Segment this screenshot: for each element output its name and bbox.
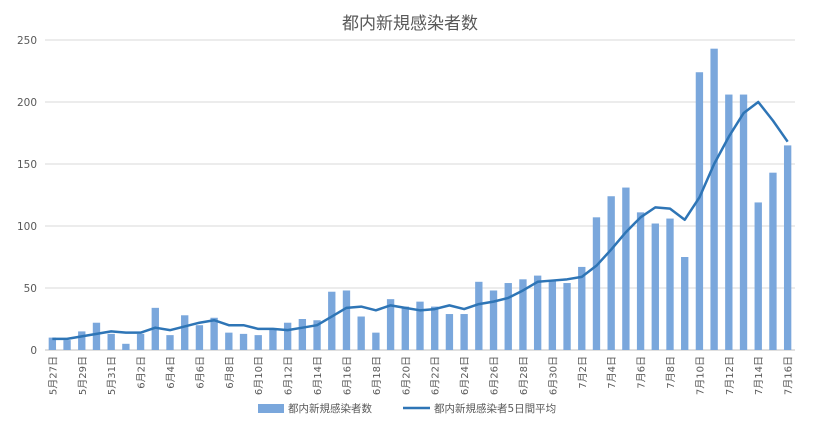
bar bbox=[636, 212, 645, 350]
x-tick-label: 6月22日 bbox=[430, 356, 442, 395]
y-tick-label: 100 bbox=[17, 221, 37, 233]
bar bbox=[563, 283, 571, 350]
bar bbox=[328, 291, 336, 350]
bar bbox=[210, 317, 218, 350]
bar bbox=[725, 94, 733, 350]
x-tick-label: 7月16日 bbox=[783, 356, 795, 395]
bar bbox=[107, 333, 115, 350]
x-tick-label: 6月20日 bbox=[400, 356, 412, 395]
bar bbox=[63, 340, 71, 350]
bar bbox=[460, 314, 468, 350]
bar bbox=[651, 223, 659, 350]
bar bbox=[416, 301, 424, 350]
bar bbox=[622, 187, 630, 350]
x-tick-label: 7月8日 bbox=[665, 356, 677, 389]
bar bbox=[269, 328, 277, 350]
bar bbox=[548, 280, 557, 350]
bar bbox=[298, 319, 307, 350]
bar bbox=[489, 290, 498, 350]
bar bbox=[181, 315, 189, 350]
bar bbox=[592, 217, 601, 350]
bar bbox=[445, 314, 454, 350]
x-axis-tick-labels: 5月27日 5月29日 5月31日 6月2日 6月4日 6月6日 6月8日 6月10日 6月12… bbox=[47, 356, 794, 395]
bar-series bbox=[48, 48, 792, 351]
x-tick-label: 5月31日 bbox=[106, 356, 118, 395]
x-tick-label: 6月30日 bbox=[547, 356, 559, 395]
bar bbox=[313, 320, 321, 350]
chart-title: 都内新規感染者数 bbox=[342, 14, 478, 34]
bar bbox=[739, 94, 748, 350]
y-tick-label: 250 bbox=[17, 35, 37, 47]
bar bbox=[401, 306, 409, 350]
y-tick-label: 50 bbox=[24, 283, 37, 295]
bar bbox=[783, 145, 792, 350]
x-tick-label: 6月4日 bbox=[165, 356, 177, 389]
y-tick-label: 200 bbox=[17, 97, 37, 109]
bar bbox=[92, 322, 101, 350]
x-tick-label: 6月12日 bbox=[283, 356, 295, 395]
x-tick-label: 6月6日 bbox=[194, 356, 206, 389]
bar bbox=[283, 322, 292, 350]
y-tick-label: 0 bbox=[30, 345, 37, 357]
bar bbox=[578, 266, 586, 350]
line-series bbox=[52, 100, 789, 341]
bar bbox=[166, 335, 174, 350]
x-tick-label: 6月18日 bbox=[371, 356, 383, 395]
bar bbox=[504, 283, 512, 350]
x-tick-label: 7月4日 bbox=[606, 356, 618, 389]
bar bbox=[136, 333, 145, 350]
x-tick-label: 6月24日 bbox=[459, 356, 471, 395]
bar bbox=[769, 172, 777, 350]
bar bbox=[710, 48, 718, 351]
bar bbox=[475, 281, 483, 350]
bar bbox=[225, 332, 233, 350]
bar bbox=[122, 343, 130, 350]
legend-bar-label: 都内新規感染者数 bbox=[288, 402, 372, 415]
x-tick-label: 6月28日 bbox=[518, 356, 530, 395]
x-tick-label: 6月16日 bbox=[341, 356, 353, 395]
bar bbox=[754, 202, 762, 350]
bar bbox=[519, 279, 527, 350]
bar bbox=[48, 337, 57, 350]
bar bbox=[239, 333, 248, 350]
bar bbox=[607, 196, 615, 350]
legend-line-label: 都内新規感染者5日間平均 bbox=[434, 402, 556, 415]
bar bbox=[681, 257, 689, 350]
bar bbox=[386, 299, 395, 350]
bar bbox=[431, 306, 439, 350]
x-tick-label: 7月14日 bbox=[753, 356, 765, 395]
bar bbox=[342, 290, 351, 350]
x-tick-label: 5月29日 bbox=[77, 356, 89, 395]
x-tick-label: 5月27日 bbox=[47, 356, 59, 395]
bar bbox=[357, 316, 365, 350]
legend-bar-swatch bbox=[258, 404, 284, 413]
bar bbox=[533, 275, 542, 350]
x-tick-label: 6月26日 bbox=[489, 356, 501, 395]
bar bbox=[666, 218, 674, 350]
avg-line bbox=[52, 100, 789, 341]
y-tick-label: 150 bbox=[17, 159, 37, 171]
x-tick-label: 6月10日 bbox=[253, 356, 265, 395]
bar bbox=[695, 72, 704, 351]
x-tick-label: 6月2日 bbox=[136, 356, 148, 389]
bar bbox=[372, 332, 380, 350]
x-tick-label: 6月14日 bbox=[312, 356, 324, 395]
legend: 都内新規感染者数 都内新規感染者5日間平均 bbox=[258, 402, 556, 415]
x-tick-label: 6月8日 bbox=[224, 356, 236, 389]
bar bbox=[195, 325, 204, 350]
bar bbox=[254, 335, 262, 350]
x-tick-label: 7月2日 bbox=[577, 356, 589, 389]
x-tick-label: 7月10日 bbox=[694, 356, 706, 395]
bar bbox=[78, 331, 86, 350]
x-tick-label: 7月12日 bbox=[724, 356, 736, 395]
y-axis-tick-labels: 0 50 100 150 200 250 bbox=[17, 35, 37, 357]
x-tick-label: 7月6日 bbox=[636, 356, 648, 389]
